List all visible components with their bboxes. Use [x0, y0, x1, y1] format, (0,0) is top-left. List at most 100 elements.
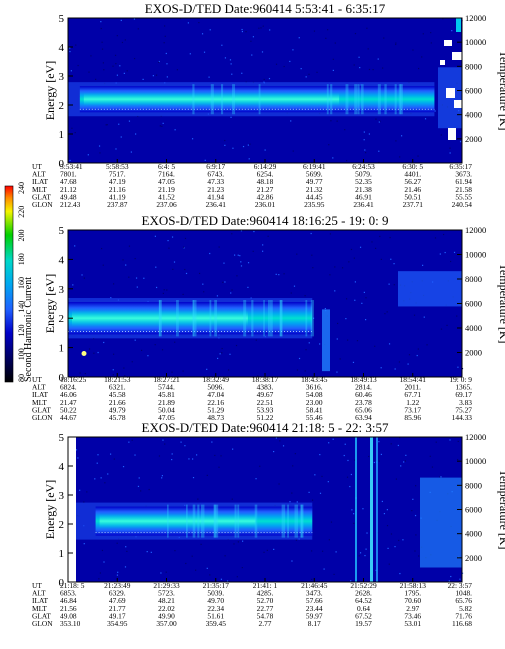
table-cell: 18:43:45: [301, 375, 328, 384]
noise-speck: [112, 374, 114, 376]
table-cell: 46.91: [355, 192, 372, 201]
y-tick-label: 5: [59, 432, 65, 444]
noise-speck: [109, 453, 112, 455]
noise-speck: [268, 77, 271, 80]
noise-speck: [328, 144, 330, 146]
table-cell: 18:27:21: [153, 375, 180, 384]
noise-speck: [332, 58, 334, 60]
energy-band-core: [99, 513, 256, 529]
noise-speck: [435, 441, 437, 443]
noise-speck: [336, 371, 338, 373]
table-cell: 21:18: 5: [60, 581, 85, 590]
table-cell: 21.56: [60, 604, 77, 613]
noise-speck: [418, 555, 420, 557]
table-cell: 22.02: [158, 604, 175, 613]
noise-speck: [304, 295, 306, 297]
table-cell: 61.94: [455, 177, 472, 186]
table-cell: 21.23: [207, 185, 224, 194]
noise-speck: [417, 348, 419, 350]
noise-speck: [154, 344, 156, 346]
table-cell: 7164.: [158, 170, 175, 179]
noise-speck: [330, 120, 332, 122]
noise-speck: [155, 266, 157, 268]
noise-speck: [164, 443, 166, 445]
table-cell: 6:35:17: [449, 162, 472, 171]
noise-speck: [239, 255, 241, 257]
noise-speck: [161, 125, 163, 127]
noise-speck: [263, 78, 265, 81]
noise-speck: [163, 289, 165, 291]
noise-speck: [224, 555, 226, 557]
y-right-tick-label: 2000: [465, 134, 482, 144]
noise-speck: [349, 485, 351, 488]
noise-speck: [155, 286, 158, 289]
table-cell: 236.01: [255, 200, 276, 209]
noise-speck: [328, 442, 330, 444]
table-cell: 70.60: [404, 596, 421, 605]
spectrogram-panel-3: EXOS-D/TED Date:960414 21:18: 5 - 22: 3:…: [32, 420, 505, 628]
noise-speck: [245, 31, 247, 33]
table-cell: 353.10: [60, 619, 81, 628]
table-row-label: GLON: [32, 619, 53, 628]
noise-speck: [337, 322, 339, 325]
noise-speck: [171, 236, 174, 238]
vertical-feature: [376, 437, 378, 582]
noise-speck: [380, 367, 382, 369]
noise-speck: [102, 62, 104, 64]
noise-speck: [221, 44, 223, 46]
noise-speck: [335, 551, 337, 553]
noise-speck: [354, 32, 357, 35]
noise-speck: [98, 578, 100, 580]
noise-speck: [279, 440, 281, 442]
table-cell: 21.77: [109, 604, 126, 613]
noise-speck: [308, 73, 310, 75]
noise-speck: [86, 491, 88, 493]
noise-speck: [282, 445, 285, 447]
noise-speck: [347, 339, 349, 341]
y-right-tick-label: 6000: [465, 299, 482, 309]
band-streak: [158, 300, 161, 337]
noise-speck: [353, 522, 355, 524]
table-row-label: ALT: [32, 589, 46, 598]
noise-speck: [442, 18, 444, 20]
table-cell: 2814.: [355, 383, 372, 392]
band-streak: [263, 300, 265, 337]
table-cell: 47.05: [158, 413, 175, 422]
noise-speck: [165, 571, 167, 573]
y-axis-label: Energy [eV]: [43, 61, 57, 120]
noise-speck: [116, 74, 119, 76]
noise-speck: [154, 235, 156, 237]
table-cell: 55.55: [455, 192, 472, 201]
y-right-tick-label: 12000: [465, 225, 486, 235]
noise-speck: [158, 455, 161, 457]
table-cell: 7801.: [60, 170, 77, 179]
table-cell: 1795.: [404, 589, 421, 598]
noise-speck: [120, 19, 122, 22]
noise-speck: [368, 68, 371, 71]
noise-speck: [146, 551, 148, 553]
table-cell: 6:9:17: [206, 162, 225, 171]
noise-speck: [143, 277, 145, 279]
noise-speck: [100, 21, 102, 23]
noise-speck: [343, 454, 345, 457]
table-cell: 21.32: [306, 185, 323, 194]
noise-speck: [247, 144, 249, 146]
noise-speck: [236, 275, 238, 277]
table-cell: 3.83: [459, 398, 472, 407]
noise-speck: [88, 71, 90, 73]
noise-speck: [459, 141, 462, 143]
panel-title: EXOS-D/TED Date:960414 5:53:41 - 6:35:17: [145, 1, 386, 16]
noise-speck: [379, 120, 381, 122]
noise-speck: [298, 357, 301, 360]
noise-speck: [107, 473, 109, 475]
noise-speck: [182, 293, 184, 296]
noise-speck: [414, 514, 417, 517]
noise-speck: [247, 286, 249, 288]
noise-speck: [451, 30, 453, 32]
noise-speck: [456, 315, 458, 317]
band-streak: [361, 84, 364, 115]
vertical-feature: [322, 309, 330, 372]
table-cell: 45.58: [109, 390, 126, 399]
noise-speck: [273, 548, 275, 550]
band-streak: [201, 504, 205, 538]
